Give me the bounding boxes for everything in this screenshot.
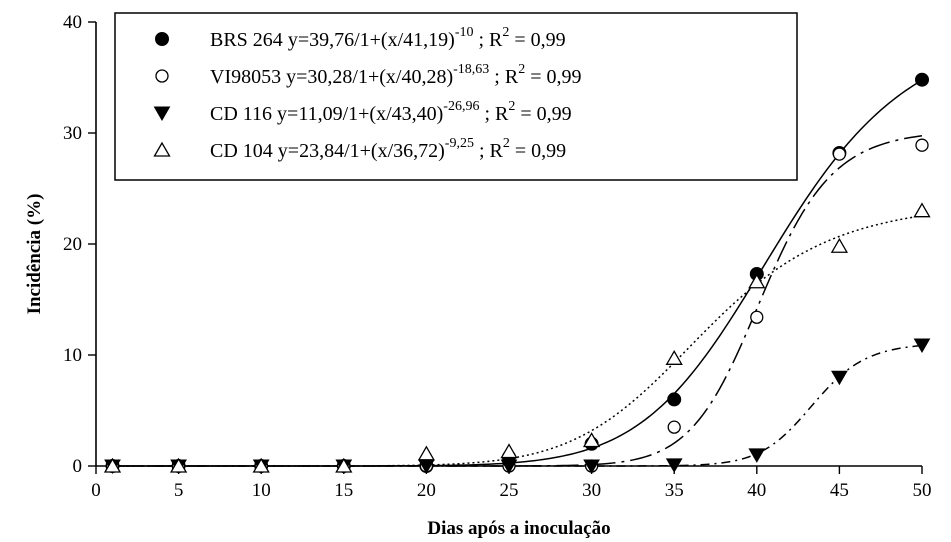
y-tick-label: 0 (73, 456, 83, 477)
y-tick-label: 40 (63, 12, 82, 33)
x-tick-label: 50 (913, 480, 932, 501)
legend-r2-sup: 2 (502, 25, 509, 40)
point-3-8 (748, 273, 766, 289)
point-2-9 (831, 370, 848, 386)
y-ticks: 0 10 20 30 40 (63, 12, 96, 477)
point-3-5 (500, 443, 518, 459)
data-points (103, 72, 931, 475)
legend-entry-2: CD 116 y=11,09/1+(x/43,40)-26,96 ; R2 = … (210, 99, 572, 125)
point-3-9 (830, 237, 849, 253)
x-tick-label: 35 (665, 480, 684, 501)
point-3-6 (582, 432, 601, 448)
legend-r2-value: = 0,99 (515, 103, 571, 125)
legend-name: BRS 264 (210, 29, 283, 51)
x-tick-label: 30 (582, 480, 601, 501)
legend-exponent: -18,63 (453, 62, 489, 77)
legend-equation: y=30,28/1+(x/40,28) (286, 66, 453, 88)
point-1-10 (915, 138, 929, 152)
point-3-1 (169, 457, 188, 473)
x-tick-label: 45 (830, 480, 849, 501)
point-3-4 (417, 445, 436, 461)
point-2-10 (913, 338, 931, 354)
legend-marker-3 (153, 141, 171, 157)
x-ticks: 0 5 10 15 20 25 30 35 40 45 50 (91, 466, 932, 501)
point-2-7 (665, 458, 683, 473)
point-3-3 (335, 457, 353, 473)
point-2-8 (748, 448, 766, 463)
fit-curves (112, 79, 923, 467)
point-1-9 (832, 147, 847, 161)
legend-separator: ; (473, 29, 489, 51)
legend-separator: ; (479, 103, 495, 125)
legend-r2-label: R (489, 29, 503, 51)
point-3-7 (665, 350, 683, 365)
legend-exponent: -9,25 (445, 136, 474, 151)
legend-r2-label: R (495, 103, 509, 125)
legend-equation: y=23,84/1+(x/36,72) (278, 140, 445, 162)
legend-equation: y=39,76/1+(x/41,19) (288, 29, 455, 51)
point-2-5 (500, 459, 518, 475)
fit-curve-1 (112, 135, 923, 467)
legend-r2-value: = 0,99 (525, 66, 581, 88)
point-1-7 (667, 420, 681, 434)
x-tick-label: 15 (334, 480, 353, 501)
point-0-10 (915, 72, 929, 87)
legend-marker-0 (155, 32, 169, 46)
legend-exponent: -26,96 (443, 99, 479, 114)
x-tick-label: 20 (417, 480, 436, 501)
point-2-6 (583, 459, 600, 475)
point-3-0 (103, 457, 122, 473)
legend-marker-1 (155, 69, 169, 83)
legend-separator: ; (474, 140, 490, 162)
legend-name: CD 104 (210, 140, 273, 162)
y-axis-title: Incidência (%) (24, 194, 45, 315)
legend-r2-value: = 0,99 (509, 29, 565, 51)
x-axis-title: Dias após a inoculação (427, 518, 610, 539)
y-tick-label: 30 (63, 123, 82, 144)
legend-equation: y=11,09/1+(x/43,40) (277, 103, 443, 125)
point-3-10 (913, 202, 931, 218)
legend-r2-sup: 2 (503, 136, 510, 151)
legend-entry-1: VI98053 y=30,28/1+(x/40,28)-18,63 ; R2 =… (210, 62, 581, 88)
legend-r2-sup: 2 (518, 62, 525, 77)
x-tick-label: 5 (174, 480, 184, 501)
x-tick-label: 40 (747, 480, 766, 501)
legend-name: VI98053 (210, 66, 281, 88)
fit-curve-2 (112, 344, 923, 467)
point-0-7 (667, 392, 682, 407)
point-3-2 (252, 457, 270, 473)
legend-separator: ; (489, 66, 505, 88)
legend-entry-0: BRS 264 y=39,76/1+(x/41,19)-10 ; R2 = 0,… (210, 25, 566, 51)
legend: BRS 264 y=39,76/1+(x/41,19)-10 ; R2 = 0,… (114, 12, 798, 181)
fit-curve-3 (112, 215, 923, 467)
x-tick-label: 10 (252, 480, 271, 501)
legend-r2-sup: 2 (508, 99, 515, 114)
legend-r2-value: = 0,99 (510, 140, 566, 162)
legend-box (114, 12, 798, 181)
legend-exponent: -10 (455, 25, 474, 40)
y-tick-label: 20 (63, 234, 82, 255)
x-tick-label: 0 (91, 480, 101, 501)
legend-r2-label: R (505, 66, 519, 88)
legend-marker-2 (153, 106, 171, 122)
point-1-8 (750, 310, 764, 324)
legend-entry-3: CD 104 y=23,84/1+(x/36,72)-9,25 ; R2 = 0… (210, 136, 566, 162)
legend-r2-label: R (490, 140, 504, 162)
y-tick-label: 10 (63, 345, 82, 366)
legend-name: CD 116 (210, 103, 272, 125)
x-tick-label: 25 (500, 480, 519, 501)
